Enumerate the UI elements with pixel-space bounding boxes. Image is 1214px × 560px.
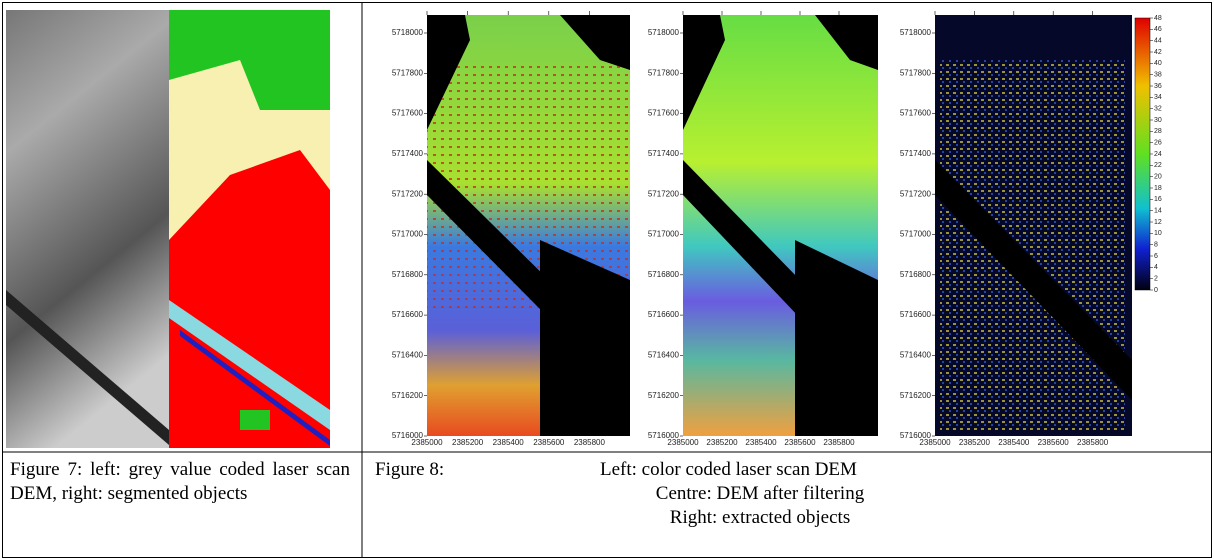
x-tick-label: 2385000	[667, 438, 699, 447]
figure8-label: Figure 8:	[375, 459, 445, 480]
x-tick-label: 2385400	[745, 438, 777, 447]
y-tick-label: 5717200	[648, 189, 680, 198]
x-tick-label: 2385400	[493, 438, 525, 447]
y-tick-label: 5716600	[392, 310, 424, 319]
colorbar-label: 42	[1154, 49, 1162, 56]
colorbar-label: 28	[1154, 128, 1162, 135]
x-tick-label: 2385800	[823, 438, 855, 447]
colorbar-label: 2	[1154, 276, 1158, 283]
colorbar-label: 30	[1154, 117, 1162, 124]
colorbar-label: 10	[1154, 230, 1162, 237]
x-tick-label: 2385000	[411, 438, 443, 447]
y-tick-label: 5716600	[648, 310, 680, 319]
figure8-centre-panel	[683, 15, 878, 436]
colorbar-label: 34	[1154, 94, 1162, 101]
y-tick-label: 5717800	[648, 68, 680, 77]
figure8-left-panel	[427, 15, 630, 436]
y-tick-label: 5717400	[648, 149, 680, 158]
y-tick-label: 5716200	[648, 391, 680, 400]
y-tick-label: 5716400	[900, 351, 932, 360]
colorbar-label: 0	[1154, 287, 1158, 294]
x-tick-label: 2385000	[919, 438, 951, 447]
y-tick-label: 5716800	[900, 270, 932, 279]
colorbar-label: 22	[1154, 162, 1162, 169]
colorbar-label: 38	[1154, 72, 1162, 79]
y-tick-label: 5718000	[900, 28, 932, 37]
colorbar-label: 6	[1154, 253, 1158, 260]
x-tick-label: 2385200	[959, 438, 991, 447]
colorbar-label: 14	[1154, 208, 1162, 215]
x-tick-label: 2385600	[533, 438, 565, 447]
y-tick-label: 5717400	[392, 149, 424, 158]
colorbar-label: 44	[1154, 38, 1162, 45]
figure8-right-panel	[935, 15, 1132, 436]
colorbar-label: 8	[1154, 242, 1158, 249]
colorbar-label: 20	[1154, 174, 1162, 181]
colorbar-label: 24	[1154, 151, 1162, 158]
figure7-image	[6, 10, 330, 448]
y-tick-label: 5717200	[900, 189, 932, 198]
figure8-line: Centre: DEM after filtering	[655, 483, 865, 504]
colorbar-label: 26	[1154, 140, 1162, 147]
y-tick-label: 5717800	[900, 68, 932, 77]
y-tick-label: 5717600	[648, 109, 680, 118]
y-tick-label: 5717600	[392, 109, 424, 118]
figure8-line: Right: extracted objects	[669, 507, 851, 528]
y-tick-label: 5716200	[900, 391, 932, 400]
x-tick-label: 2385800	[574, 438, 606, 447]
y-tick-label: 5716800	[392, 270, 424, 279]
colorbar-label: 36	[1154, 83, 1162, 90]
x-tick-label: 2385200	[706, 438, 738, 447]
x-tick-label: 2385600	[1038, 438, 1070, 447]
y-tick-label: 5717600	[900, 109, 932, 118]
colorbar-label: 32	[1154, 106, 1162, 113]
y-tick-label: 5716000	[392, 431, 424, 440]
y-tick-label: 5718000	[392, 28, 424, 37]
colorbar-label: 12	[1154, 219, 1162, 226]
colorbar	[1134, 17, 1151, 291]
y-tick-label: 5717200	[392, 189, 424, 198]
y-tick-label: 5717000	[392, 230, 424, 239]
y-tick-label: 5717400	[900, 149, 932, 158]
x-tick-label: 2385600	[784, 438, 816, 447]
y-tick-label: 5717000	[648, 230, 680, 239]
y-tick-label: 5716000	[900, 431, 932, 440]
colorbar-label: 48	[1154, 15, 1162, 22]
y-tick-label: 5716000	[648, 431, 680, 440]
figure8-line: Left: color coded laser scan DEM	[600, 459, 857, 480]
colorbar-label: 16	[1154, 196, 1162, 203]
x-tick-label: 2385800	[1077, 438, 1109, 447]
y-tick-label: 5718000	[648, 28, 680, 37]
colorbar-label: 18	[1154, 185, 1162, 192]
colorbar-label: 40	[1154, 60, 1162, 67]
y-tick-label: 5716200	[392, 391, 424, 400]
x-tick-label: 2385200	[452, 438, 484, 447]
y-tick-label: 5716600	[900, 310, 932, 319]
y-tick-label: 5716400	[648, 351, 680, 360]
x-tick-label: 2385400	[998, 438, 1030, 447]
y-tick-label: 5717000	[900, 230, 932, 239]
figure7-caption: Figure 7: left: grey value coded laser s…	[10, 459, 350, 504]
y-tick-label: 5717800	[392, 68, 424, 77]
y-tick-label: 5716800	[648, 270, 680, 279]
colorbar-label: 4	[1154, 264, 1158, 271]
colorbar-label: 46	[1154, 26, 1162, 33]
y-tick-label: 5716400	[392, 351, 424, 360]
